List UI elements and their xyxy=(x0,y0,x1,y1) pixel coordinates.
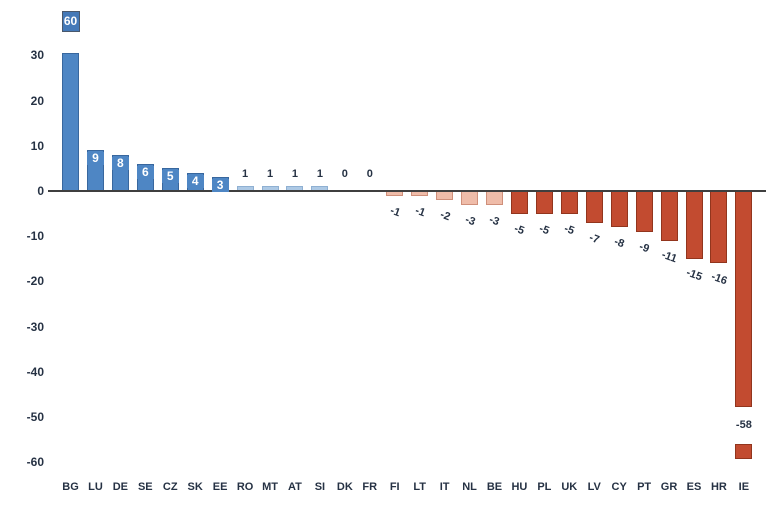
x-label-UK: UK xyxy=(561,481,578,493)
x-label-HU: HU xyxy=(511,481,528,493)
bar-IT xyxy=(436,191,454,201)
bar-LV xyxy=(585,191,603,223)
bar-HU xyxy=(510,191,528,214)
bar-SI xyxy=(311,186,329,191)
bar-value-label-AT: 1 xyxy=(291,168,299,181)
x-label-PT: PT xyxy=(637,481,652,493)
x-label-BE: BE xyxy=(486,481,503,493)
bar-BG xyxy=(62,53,79,191)
bar-ES xyxy=(685,191,703,259)
x-label-CY: CY xyxy=(611,481,627,493)
x-label-DE: DE xyxy=(112,481,129,493)
x-label-FR: FR xyxy=(362,481,378,493)
bar-value-label-SI: 1 xyxy=(316,168,323,181)
x-label-MT: MT xyxy=(262,481,278,493)
bar-value-label-HR: -16 xyxy=(709,270,729,288)
bar-PL xyxy=(535,191,553,214)
y-tick-10: 10 xyxy=(30,138,44,153)
bar-value-label-EE: 3 xyxy=(211,179,229,193)
bar-value-label-MT: 1 xyxy=(266,168,274,181)
bar-CY xyxy=(610,191,628,228)
bar-value-label-IE: -58 xyxy=(735,419,752,431)
x-axis-line xyxy=(48,189,766,192)
y-tick--20: -20 xyxy=(26,274,44,289)
bar-value-label-BG: 60 xyxy=(61,11,80,32)
x-label-DK: DK xyxy=(336,481,353,493)
y-tick--60: -60 xyxy=(26,455,44,470)
bar-MT xyxy=(261,186,279,191)
bar-value-label-DE: 8 xyxy=(111,156,129,170)
bar-GR xyxy=(660,191,678,241)
bar-IE xyxy=(735,191,753,408)
bar-value-label-DK: 0 xyxy=(341,168,348,181)
x-label-AT: AT xyxy=(288,481,302,493)
x-label-IT: IT xyxy=(439,481,450,493)
x-label-IE: IE xyxy=(738,481,750,493)
y-tick--10: -10 xyxy=(26,229,44,244)
x-label-SE: SE xyxy=(137,481,153,493)
bar-value-label-LU: 9 xyxy=(86,152,104,166)
y-tick--50: -50 xyxy=(26,410,44,424)
bar-FI xyxy=(386,191,404,196)
x-label-CZ: CZ xyxy=(162,481,178,493)
bar-HR xyxy=(710,191,728,264)
bar-LT xyxy=(411,191,429,196)
x-label-BG: BG xyxy=(62,481,79,493)
x-label-HR: HR xyxy=(710,481,727,493)
x-label-LU: LU xyxy=(88,481,103,493)
x-label-PL: PL xyxy=(537,481,552,493)
y-tick--30: -30 xyxy=(26,319,44,334)
y-tick-0: 0 xyxy=(37,184,44,198)
bar-value-label-FR: 0 xyxy=(366,168,373,181)
x-label-LV: LV xyxy=(587,481,601,493)
bar-AT xyxy=(286,186,304,191)
x-label-SK: SK xyxy=(187,481,203,493)
bar-UK xyxy=(560,191,578,214)
bar-value-label-SE: 6 xyxy=(136,165,154,179)
y-tick-20: 20 xyxy=(30,93,44,108)
x-label-ES: ES xyxy=(686,481,702,493)
x-label-FI: FI xyxy=(389,481,400,493)
bar-value-label-IT: -2 xyxy=(438,208,452,224)
bar-RO xyxy=(236,186,254,191)
bar-value-label-GR: -11 xyxy=(659,248,679,266)
y-tick-30: 30 xyxy=(30,48,44,63)
x-label-EE: EE xyxy=(212,481,228,493)
bar-BE xyxy=(485,191,503,205)
y-tick--40: -40 xyxy=(26,364,44,379)
x-label-NL: NL xyxy=(462,481,477,493)
x-label-RO: RO xyxy=(236,481,254,493)
bar-segment-IE xyxy=(735,444,753,459)
x-label-GR: GR xyxy=(660,481,678,493)
bar-PT xyxy=(635,191,653,232)
bar-value-label-CZ: 5 xyxy=(161,170,179,184)
bar-value-label-RO: 1 xyxy=(242,168,249,181)
bar-NL xyxy=(461,191,479,205)
x-label-LT: LT xyxy=(413,481,426,493)
x-label-SI: SI xyxy=(314,481,326,493)
bar-value-label-SK: 4 xyxy=(186,174,204,188)
